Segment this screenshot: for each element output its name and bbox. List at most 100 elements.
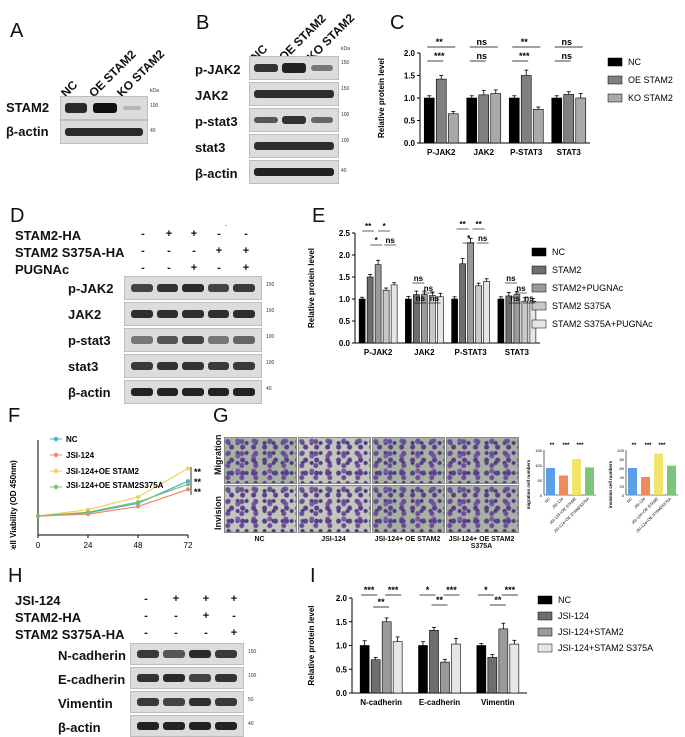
column-label: JSI-124+ OE STAM2 S375A <box>448 536 515 550</box>
significance-label: * <box>467 234 471 243</box>
bar <box>423 97 435 144</box>
panel-label-c: C <box>390 12 405 34</box>
band <box>163 674 185 682</box>
y-axis-label: Relative protein level <box>377 58 386 138</box>
panel-label-a: A <box>10 20 24 42</box>
x-tick-label: STAT3 <box>557 148 582 157</box>
blot-row <box>60 96 148 120</box>
bar <box>551 97 563 144</box>
band <box>156 388 179 396</box>
band <box>233 362 255 370</box>
mw-label: 50 <box>248 697 254 703</box>
mw-label: 150 <box>341 86 350 92</box>
y-tick-label: 1.0 <box>404 94 416 103</box>
significance-label: * <box>375 236 379 245</box>
micrograph <box>298 437 371 484</box>
mw-label: 150 <box>266 308 275 314</box>
legend-label: JSI-124+STAM2 S375A <box>558 643 653 653</box>
significance-label: * <box>426 585 430 595</box>
data-point <box>86 510 90 515</box>
chart-i: 0.0 0.5 1.0 1.5 2.0 Relative protein level N-c… <box>307 585 653 707</box>
mw-label: 150 <box>248 649 257 655</box>
significance-label: *** <box>364 585 375 595</box>
condition-label: STAM2-HA <box>15 610 82 625</box>
condition-label: JSI-124 <box>15 593 61 608</box>
blot-row <box>249 160 339 184</box>
row-label: Vimentin <box>58 696 113 711</box>
column-label: JSI-124+ OE STAM2 <box>374 536 441 543</box>
sign-mark: - <box>141 262 145 274</box>
x-tick-label: P-JAK2 <box>364 348 393 357</box>
significance-label: ** <box>521 37 529 47</box>
sign-mark: - <box>204 627 208 639</box>
bar <box>437 296 444 344</box>
bar <box>559 475 568 495</box>
legend-swatch <box>537 627 553 637</box>
blot-row <box>249 134 339 158</box>
x-tick-label: JAK2 <box>474 148 495 157</box>
band <box>215 698 237 706</box>
data-point <box>186 482 190 487</box>
significance-label: *** <box>644 443 652 449</box>
band <box>207 284 230 292</box>
y-tick-label: 1.5 <box>336 618 348 627</box>
column-label: NC <box>254 536 265 543</box>
bar <box>476 645 487 694</box>
bar <box>628 468 637 495</box>
y-tick-label: 1.5 <box>404 72 416 81</box>
significance-label: *** <box>576 443 584 449</box>
y-tick-label: 0.0 <box>339 339 351 348</box>
legend-label: JSI-124+OE STAM2S375A <box>66 481 164 490</box>
band <box>182 336 204 344</box>
y-tick-label: 0.0 <box>404 139 416 148</box>
legend-swatch <box>537 595 553 605</box>
bar <box>359 645 370 694</box>
significance-label: ns <box>506 274 516 283</box>
significance-label: ** <box>476 220 483 229</box>
band <box>156 336 179 344</box>
significance-label: ns <box>516 284 526 293</box>
bar <box>585 467 594 495</box>
y-tick-label: 0 <box>540 493 543 498</box>
sign-mark: + <box>190 228 198 240</box>
band <box>215 650 237 658</box>
column-label: JSI-124 <box>321 536 346 543</box>
row-label-invision: Invision <box>213 495 223 530</box>
x-tick-label: P-STAT3 <box>510 148 543 157</box>
y-axis-label: Relative protein level <box>307 248 316 328</box>
y-tick-label: 2.0 <box>336 594 348 603</box>
significance-label: *** <box>434 51 445 61</box>
legend-swatch <box>531 247 547 257</box>
significance-label: ** <box>550 443 555 449</box>
band <box>156 284 179 292</box>
row-label: STAM2 <box>6 100 50 115</box>
band <box>182 362 204 370</box>
row-label: p-stat3 <box>195 114 238 129</box>
bar <box>392 641 403 694</box>
significance-label: ns <box>478 234 488 243</box>
row-label: p-stat3 <box>68 333 111 348</box>
micrograph <box>298 485 371 533</box>
chart-e: 0.0 0.5 1.0 1.5 2.0 2.5 Relative protein level… <box>307 220 653 357</box>
y-axis-label: Cell Viability (OD 450nm) <box>9 460 18 550</box>
significance-label: ** <box>194 487 202 497</box>
bar <box>390 284 398 344</box>
panel-label-f: F <box>8 405 21 427</box>
row-label: β-actin <box>6 124 49 139</box>
y-tick-label: 100 <box>617 448 624 453</box>
data-point <box>186 479 190 484</box>
band <box>189 698 211 706</box>
sign-mark: - <box>174 627 178 639</box>
legend-label: STAM2 <box>552 265 581 275</box>
significance-label: ns <box>424 284 434 293</box>
band <box>163 650 185 658</box>
bar <box>451 643 461 694</box>
x-tick-label: P-JAK2 <box>427 148 456 157</box>
band <box>137 698 159 706</box>
x-tick-label: P-STAT3 <box>455 348 488 357</box>
significance-label: ns <box>416 294 426 303</box>
band <box>233 284 255 292</box>
band <box>207 388 230 396</box>
bar <box>429 295 436 344</box>
